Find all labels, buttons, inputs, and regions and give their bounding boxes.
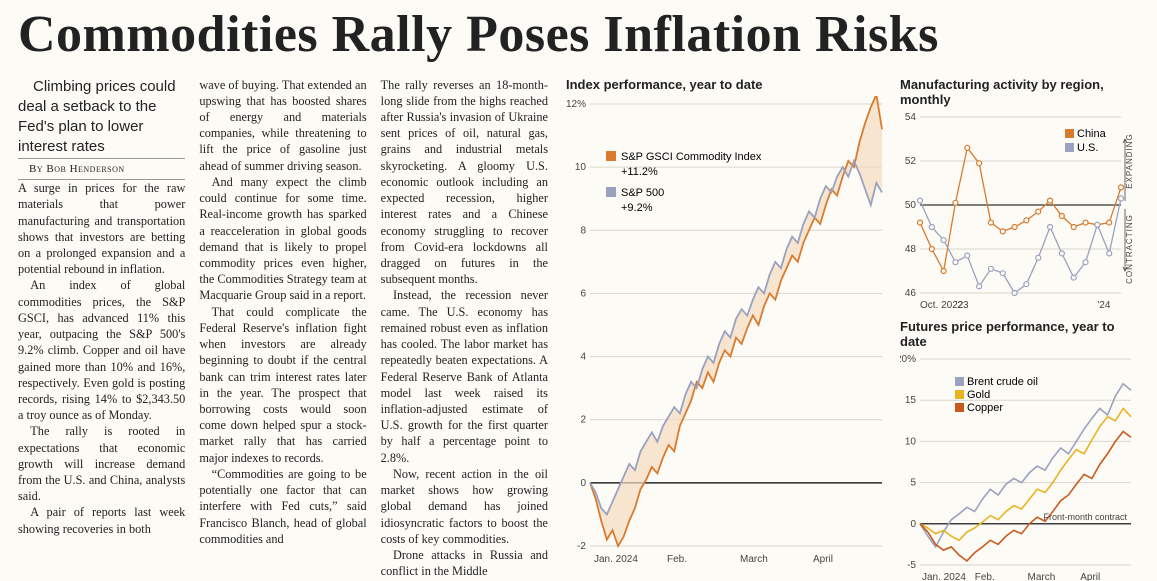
svg-text:0: 0 [580, 477, 586, 488]
svg-text:+11.2%: +11.2% [621, 166, 658, 178]
svg-text:Copper: Copper [967, 402, 1003, 414]
body-para: wave of buying. That extended an upswing… [199, 77, 366, 174]
svg-text:Feb.: Feb. [975, 572, 995, 581]
body-para: A pair of reports last week showing reco… [18, 504, 185, 536]
svg-text:50: 50 [905, 200, 917, 211]
body-para: “Commodities are going to be potentially… [199, 466, 366, 547]
svg-text:'23: '23 [955, 300, 968, 311]
svg-text:Brent crude oil: Brent crude oil [967, 376, 1038, 388]
svg-text:8: 8 [580, 225, 586, 236]
svg-text:46: 46 [905, 288, 917, 299]
svg-text:Jan. 2024: Jan. 2024 [922, 572, 966, 581]
right-charts: Manufacturing activity by region, monthl… [900, 77, 1135, 581]
body-para: An index of global commodities prices, t… [18, 277, 185, 423]
chart-pmi-svg: 4648505254Oct. 2022'23'24EXPANDINGCONTRA… [900, 111, 1135, 311]
svg-text:Gold: Gold [967, 389, 990, 401]
svg-text:0: 0 [910, 518, 916, 529]
svg-text:15: 15 [905, 395, 917, 406]
svg-text:S&P 500: S&P 500 [621, 187, 664, 199]
newspaper-page: Commodities Rally Poses Inflation Risks … [0, 0, 1157, 581]
svg-text:10: 10 [905, 436, 917, 447]
svg-text:S&P GSCI Commodity Index: S&P GSCI Commodity Index [621, 151, 762, 163]
body-para: Instead, the recession never came. The U… [381, 287, 548, 465]
svg-text:52: 52 [905, 156, 917, 167]
chart-title: Futures price performance, year to date [900, 319, 1135, 349]
svg-text:CONTRACTING: CONTRACTING [1125, 214, 1134, 284]
deck: Climbing prices could deal a setback to … [18, 77, 185, 158]
chart-pmi: Manufacturing activity by region, monthl… [900, 77, 1135, 311]
svg-text:Jan. 2024: Jan. 2024 [594, 554, 638, 565]
svg-text:April: April [813, 554, 833, 565]
svg-text:4: 4 [580, 351, 586, 362]
byline: By Bob Henderson [18, 158, 185, 181]
svg-text:6: 6 [580, 288, 586, 299]
svg-text:54: 54 [905, 112, 917, 123]
svg-text:2: 2 [580, 414, 586, 425]
svg-text:Feb.: Feb. [667, 554, 687, 565]
svg-text:+9.2%: +9.2% [621, 202, 653, 214]
content-row: Climbing prices could deal a setback to … [18, 77, 1139, 581]
body-para: Now, recent action in the oil market sho… [381, 466, 548, 547]
charts-panel: Index performance, year to date -2024681… [566, 77, 1139, 581]
svg-text:10: 10 [575, 162, 587, 173]
column-2: wave of buying. That extended an upswing… [199, 77, 366, 581]
svg-text:5: 5 [910, 477, 916, 488]
svg-text:12%: 12% [566, 99, 586, 110]
chart-futures-svg: -5 0 5 10 15 20% Jan. 2024 Feb. March April Brent … [900, 353, 1135, 581]
headline: Commodities Rally Poses Inflation Risks [18, 8, 1139, 63]
body-para: The rally reverses an 18-month-long slid… [381, 77, 548, 288]
chart-index-svg: -2 0 2 4 6 8 10 12% Jan. 2024 Feb. March April S&P G… [566, 96, 886, 566]
chart-title: Index performance, year to date [566, 77, 886, 92]
svg-text:China: China [1077, 128, 1107, 140]
column-3: The rally reverses an 18-month-long slid… [381, 77, 548, 581]
svg-text:U.S.: U.S. [1077, 142, 1098, 154]
svg-text:48: 48 [905, 244, 917, 255]
article-text-columns: Climbing prices could deal a setback to … [18, 77, 548, 581]
body-para: That could complicate the Federal Reserv… [199, 304, 366, 466]
chart-futures: Futures price performance, year to date … [900, 319, 1135, 581]
svg-text:March: March [1028, 572, 1056, 581]
chart-index-perf: Index performance, year to date -2 0 2 4 6 8 1… [566, 77, 886, 581]
body-para: And many expect the climb could continue… [199, 174, 366, 304]
column-1: Climbing prices could deal a setback to … [18, 77, 185, 581]
body-para: The rally is rooted in expectations that… [18, 423, 185, 504]
svg-text:Front-month contract: Front-month contract [1043, 511, 1127, 521]
chart-title: Manufacturing activity by region, monthl… [900, 77, 1135, 107]
svg-text:-5: -5 [907, 560, 916, 571]
svg-text:'24: '24 [1097, 300, 1110, 311]
body-para: Drone attacks in Russia and conflict in … [381, 547, 548, 579]
svg-text:March: March [740, 554, 768, 565]
body-para: A surge in prices for the raw materials … [18, 180, 185, 277]
svg-text:-2: -2 [577, 541, 586, 552]
svg-text:April: April [1080, 572, 1100, 581]
svg-text:20%: 20% [900, 354, 916, 365]
